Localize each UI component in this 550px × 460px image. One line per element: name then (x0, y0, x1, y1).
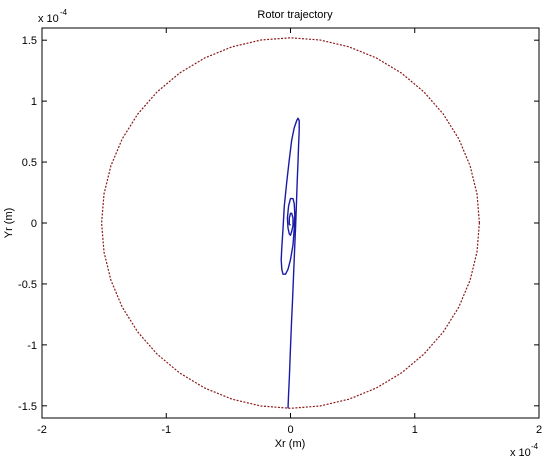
y-axis-label: Yr (m) (3, 208, 15, 239)
y-multiplier-base: x 10 (38, 13, 59, 25)
x-multiplier-exponent: -4 (531, 442, 539, 451)
y-tick-label: -0.5 (18, 279, 37, 291)
y-axis-ticks: 1.5 1 0.5 0 -0.5 -1 -1.5 (18, 35, 539, 413)
rotor-trajectory-series (280, 117, 300, 409)
x-tick-label: -2 (37, 424, 47, 436)
y-multiplier: x 10 -4 (38, 8, 68, 25)
y-tick-label: 0.5 (22, 157, 37, 169)
x-axis-ticks: -2 -1 0 1 2 (37, 28, 542, 436)
x-multiplier-base: x 10 (510, 447, 531, 459)
y-multiplier-exponent: -4 (60, 8, 68, 17)
x-tick-label: -1 (161, 424, 171, 436)
x-multiplier: x 10 -4 (510, 442, 539, 459)
y-tick-label: 1.5 (22, 35, 37, 47)
x-tick-label: 2 (536, 424, 542, 436)
x-tick-label: 1 (412, 424, 418, 436)
x-axis-label: Xr (m) (275, 438, 306, 450)
chart-title: Rotor trajectory (257, 9, 333, 21)
series-layer (100, 37, 480, 409)
y-tick-label: -1.5 (18, 401, 37, 413)
x-tick-label: 0 (287, 424, 293, 436)
y-tick-label: -1 (27, 340, 37, 352)
y-tick-label: 0 (31, 218, 37, 230)
y-tick-label: 1 (31, 96, 37, 108)
